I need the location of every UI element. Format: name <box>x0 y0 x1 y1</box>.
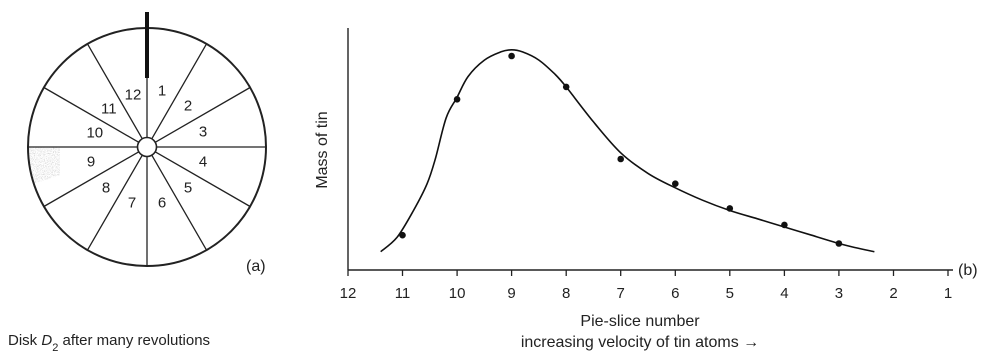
disk-hub <box>136 136 158 158</box>
x-tick-label: 4 <box>780 285 788 302</box>
disk-spoke <box>43 86 140 143</box>
disk-spoke <box>43 151 140 208</box>
chart-panel: 12 11 10 9 8 7 6 5 4 3 2 1 Mass of tin Pie-slice nu… <box>314 28 978 351</box>
chart-panel-label: (b) <box>958 262 978 279</box>
data-point <box>726 205 734 212</box>
disk-segment-number: 4 <box>199 154 207 171</box>
x-tick-label: 9 <box>507 285 515 302</box>
x-tick-label: 12 <box>340 285 357 302</box>
disk-segment-number: 3 <box>199 124 207 141</box>
data-point <box>835 240 843 247</box>
disk-segment-number: 5 <box>184 180 192 197</box>
data-point <box>508 52 515 60</box>
disk-segment-number: 11 <box>101 100 117 117</box>
disk-spoke <box>151 154 208 251</box>
disk-segment-number: 12 <box>125 86 142 103</box>
x-axis-ticks: 12 11 10 9 8 7 6 5 4 3 2 1 <box>340 270 952 302</box>
x-axis-title: Pie-slice number <box>580 313 700 330</box>
y-axis-title: Mass of tin <box>314 111 331 188</box>
disk-segment-number: 6 <box>158 195 166 212</box>
data-point <box>399 231 406 239</box>
disk-segment-number: 9 <box>87 154 95 171</box>
disk-segment-number: 2 <box>184 98 192 115</box>
data-point <box>672 180 679 187</box>
data-point <box>781 221 788 229</box>
x-tick-label: 7 <box>617 285 625 302</box>
disk-spoke <box>154 151 251 208</box>
x-tick-label: 1 <box>944 285 952 302</box>
disk-segment-number: 8 <box>102 180 110 197</box>
disk-panel-label: (a) <box>246 258 266 275</box>
disk-segment-number: 7 <box>128 195 136 212</box>
disk-spoke <box>154 86 251 143</box>
data-points <box>399 52 843 247</box>
x-tick-label: 11 <box>395 285 411 302</box>
data-point <box>453 96 461 103</box>
x-tick-label: 10 <box>449 285 466 302</box>
disk-spoke <box>151 43 208 140</box>
x-tick-label: 2 <box>889 285 897 302</box>
x-tick-label: 5 <box>726 285 734 302</box>
fit-curve <box>380 48 875 253</box>
data-point <box>617 155 624 163</box>
disk-segment-number: 10 <box>86 125 103 142</box>
disk-caption: Disk D2 after many revolutions <box>8 332 210 354</box>
disk-spoke <box>86 43 143 140</box>
x-tick-label: 6 <box>671 285 679 302</box>
x-tick-label: 8 <box>562 285 570 302</box>
disk-spoke <box>86 154 143 251</box>
x-tick-label: 3 <box>835 285 843 302</box>
x-axis-subtitle: increasing velocity of tin atoms → <box>521 334 759 351</box>
data-point <box>562 83 570 91</box>
disk-segment-number: 1 <box>158 83 166 100</box>
